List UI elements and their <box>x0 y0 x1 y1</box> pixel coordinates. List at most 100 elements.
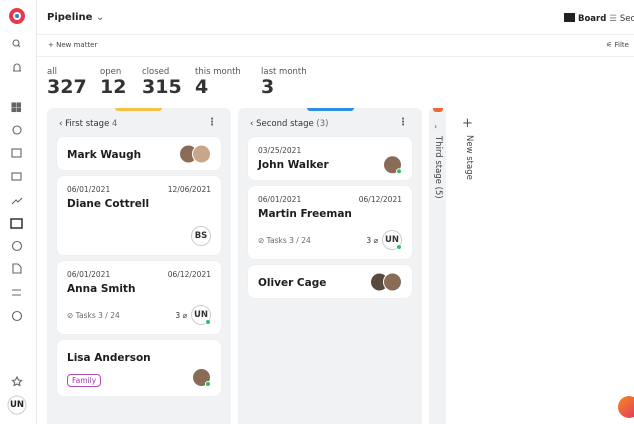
column-title: First stage <box>65 119 110 129</box>
date-end: 12/06/2021 <box>167 185 211 194</box>
card-list: Mark Waugh 06/01/2021 12/06/2021 Diane Cott… <box>57 137 221 402</box>
online-dot <box>205 319 211 325</box>
tasks-label: Tasks 3 / 24 <box>266 235 311 245</box>
date-start: 03/25/2021 <box>258 146 302 155</box>
avatar-photo <box>383 272 402 291</box>
view-label: Board <box>577 14 607 24</box>
column: ‹ First stage 4 ⋮ Mark Waugh 06/01/2021 12/0… <box>47 108 231 424</box>
attach-count: 3 <box>175 310 181 320</box>
tasks: ⊘ Tasks 3 / 24 <box>67 310 120 320</box>
filter[interactable]: ⚟ Filte <box>606 41 629 49</box>
avatar-photo <box>192 368 211 387</box>
card-name: Anna Smith <box>67 283 136 295</box>
card-footer: BS <box>67 226 211 246</box>
date-start: 06/01/2021 <box>67 185 111 194</box>
divider <box>37 56 634 57</box>
card[interactable]: 03/25/2021 John Walker <box>248 137 412 180</box>
avatar-photo <box>383 154 402 174</box>
title: Pipeline <box>47 12 93 23</box>
avatars <box>179 144 211 163</box>
timer-button[interactable] <box>618 396 634 418</box>
dates: 06/01/2021 06/12/2021 <box>258 195 402 204</box>
initials: UN <box>382 230 402 250</box>
stat-value: 327 <box>47 76 87 98</box>
new-matter-label: New matter <box>56 41 98 49</box>
online-dot <box>205 381 211 387</box>
dates: 06/01/2021 06/12/2021 <box>67 270 211 279</box>
card-name: Lisa Anderson <box>67 352 151 364</box>
column-menu[interactable]: ⋮ <box>398 117 408 128</box>
new-matter[interactable]: + New matter <box>48 41 98 49</box>
new-stage[interactable]: New stage <box>464 135 474 180</box>
column-title: Second stage <box>256 119 314 129</box>
avatars <box>383 154 402 174</box>
filter-label: Filte <box>614 41 629 49</box>
card-name: Mark Waugh <box>67 149 142 161</box>
third-stage[interactable]: › Third stage (5) <box>429 108 446 424</box>
attach-count: 3 <box>366 235 372 245</box>
sidebar <box>7 0 37 424</box>
card[interactable]: Lisa Anderson Family <box>57 340 221 396</box>
stage-color <box>115 108 162 111</box>
card-footer: ⊘ Tasks 3 / 24 3 ⌀ UN <box>258 230 402 250</box>
column-menu[interactable]: ⋮ <box>207 117 217 128</box>
dates: 03/25/2021 <box>258 146 402 155</box>
divider <box>37 34 634 35</box>
initials: BS <box>191 226 211 246</box>
stat-value: 3 <box>261 76 275 98</box>
stat-label: this month <box>195 67 241 77</box>
column-count: (3) <box>316 119 329 129</box>
stat[interactable]: open 12 <box>100 67 126 97</box>
stage-color <box>307 108 354 111</box>
avatars <box>192 368 211 387</box>
card[interactable]: 06/01/2021 12/06/2021 Diane Cottrell BS <box>57 176 221 255</box>
card-footer: Family <box>67 374 211 387</box>
new-stage-plus[interactable]: + <box>462 116 473 131</box>
page-title[interactable]: Pipeline ⌄ <box>47 12 105 23</box>
stat-value: 4 <box>195 76 209 98</box>
stat-value: 12 <box>100 76 127 98</box>
avatars <box>370 272 402 291</box>
card[interactable]: 06/01/2021 06/12/2021 Martin Freeman ⊘ Task… <box>248 186 412 259</box>
date-start: 06/01/2021 <box>67 270 111 279</box>
view-board[interactable]: Board ☰ Sec <box>564 13 634 24</box>
online-dot <box>396 244 402 250</box>
tasks: ⊘ Tasks 3 / 24 <box>258 235 311 245</box>
stat-value: 315 <box>142 76 182 98</box>
card-footer: ⊘ Tasks 3 / 24 3 ⌀ UN <box>67 305 211 325</box>
card-list: 03/25/2021 John Walker 06/01/2021 06/12/202… <box>248 137 412 304</box>
card-name: Diane Cottrell <box>67 198 150 210</box>
stat[interactable]: all 327 <box>47 67 87 97</box>
attachments: 3 ⌀ <box>175 310 187 320</box>
column-header[interactable]: ‹ First stage 4 <box>59 119 118 129</box>
date-end: 06/12/2021 <box>358 195 402 204</box>
initials: UN <box>191 305 211 325</box>
stat[interactable]: closed 315 <box>142 67 182 97</box>
date-end: 06/12/2021 <box>167 270 211 279</box>
tag: Family <box>67 374 102 387</box>
third-stage-title: Third stage (5) <box>433 136 443 199</box>
attachments: 3 ⌀ <box>366 235 378 245</box>
stat-label: all <box>47 67 57 77</box>
user-initials[interactable]: UN <box>9 400 25 410</box>
stat-label: closed <box>142 67 170 77</box>
card[interactable]: 06/01/2021 06/12/2021 Anna Smith ⊘ Tasks 3 … <box>57 261 221 334</box>
avatar-photo <box>192 144 211 163</box>
online-dot <box>396 167 402 174</box>
card-name: Martin Freeman <box>258 208 352 220</box>
column-header[interactable]: ‹ Second stage (3) <box>250 119 329 129</box>
stat-label: open <box>100 67 122 77</box>
card-name: Oliver Cage <box>258 277 327 289</box>
view2-label[interactable]: Sec <box>619 14 634 24</box>
card-name: John Walker <box>258 159 329 171</box>
card[interactable]: Mark Waugh <box>57 137 221 170</box>
dates: 06/01/2021 12/06/2021 <box>67 185 211 194</box>
date-start: 06/01/2021 <box>258 195 302 204</box>
column-count: 4 <box>112 119 118 129</box>
card[interactable]: Oliver Cage <box>248 265 412 298</box>
tasks-label: Tasks 3 / 24 <box>75 310 120 320</box>
stat[interactable]: this month 4 <box>195 67 241 97</box>
stat-label: last month <box>261 67 307 77</box>
stat[interactable]: last month 3 <box>261 67 307 97</box>
